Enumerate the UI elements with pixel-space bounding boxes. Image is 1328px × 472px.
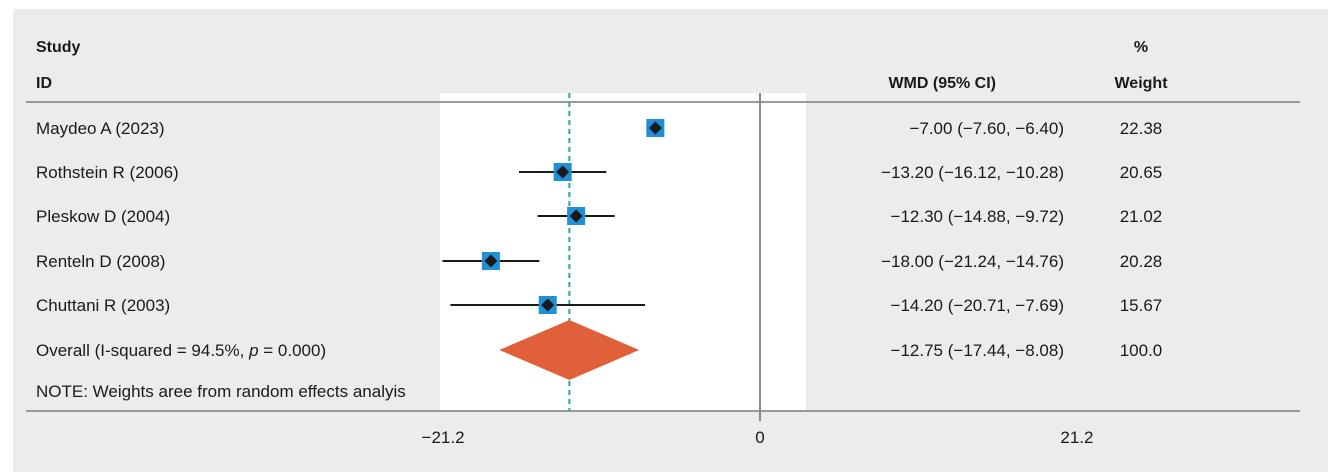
study-label: Pleskow D (2004): [36, 207, 170, 226]
forest-rows: Maydeo A (2023) −7.00 (−7.60, −6.40) 22.38…: [36, 119, 1162, 360]
study-label: Maydeo A (2023): [36, 119, 165, 138]
forest-marks: [442, 93, 761, 421]
study-label: Chuttani R (2003): [36, 296, 170, 315]
study-label: Rothstein R (2006): [36, 163, 179, 182]
footnote: NOTE: Weights aree from random effects a…: [36, 382, 406, 401]
header-study: Study: [36, 39, 81, 56]
plot-area-background: [440, 93, 806, 411]
effect-ci: −7.00 (−7.60, −6.40): [909, 119, 1064, 138]
overall-label: Overall (I-squared = 94.5%, p = 0.000): [36, 341, 326, 360]
point-estimate: [648, 121, 662, 135]
weight-value: 20.65: [1120, 163, 1163, 182]
study-label: Renteln D (2008): [36, 252, 165, 271]
weight-value: 22.38: [1120, 119, 1163, 138]
effect-ci: −12.30 (−14.88, −9.72): [891, 207, 1064, 226]
weight-value: 15.67: [1120, 296, 1163, 315]
weight-value: 20.28: [1120, 252, 1163, 271]
effect-ci: −18.00 (−21.24, −14.76): [881, 252, 1064, 271]
x-tick-label: 0: [755, 428, 764, 447]
overall-weight: 100.0: [1120, 341, 1163, 360]
header-weight: Weight: [1114, 75, 1168, 92]
weight-value: 21.02: [1120, 207, 1163, 226]
point-estimate: [569, 209, 583, 223]
x-tick-label: 21.2: [1060, 428, 1093, 447]
point-estimate: [541, 298, 555, 312]
x-axis-ticks: −21.2 0 21.2: [422, 428, 1094, 447]
effect-ci: −13.20 (−16.12, −10.28): [881, 163, 1064, 182]
point-estimate: [484, 254, 498, 268]
x-tick-label: −21.2: [422, 428, 465, 447]
forest-plot-figure: Study ID WMD (95% CI) % Weight Maydeo A …: [13, 9, 1328, 472]
header-weight-percent: %: [1134, 39, 1148, 56]
overall-diamond: [499, 320, 640, 380]
effect-ci: −14.20 (−20.71, −7.69): [891, 296, 1064, 315]
header-id: ID: [36, 75, 52, 92]
forest-plot: Study ID WMD (95% CI) % Weight Maydeo A …: [26, 39, 1300, 447]
header-effect: WMD (95% CI): [888, 75, 996, 92]
overall-effect-ci: −12.75 (−17.44, −8.08): [891, 341, 1064, 360]
point-estimate: [556, 165, 570, 179]
